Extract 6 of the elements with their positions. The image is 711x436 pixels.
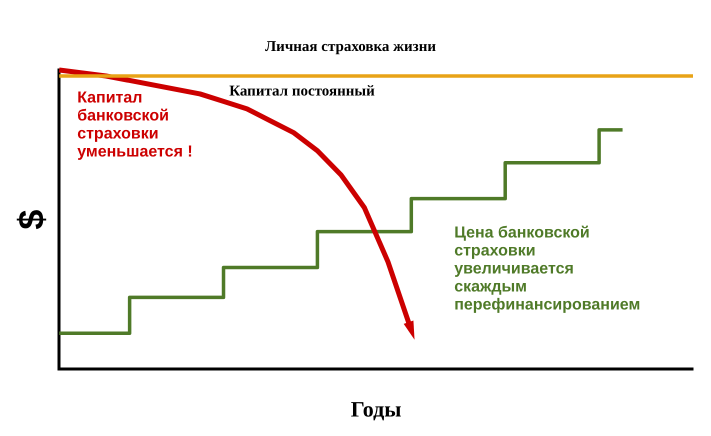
annotation: Капитал постоянный [229, 83, 376, 100]
x-axis-title: Годы [350, 396, 402, 422]
series-label: Цена банковской страховки увеличивается скаждым перефинансированием [454, 224, 640, 314]
series-label: Капитал банковской страховки уменьшается ! [77, 89, 193, 160]
chart-title: Личная страховка жизни [265, 38, 436, 55]
y-axis-title: $ [10, 210, 52, 230]
